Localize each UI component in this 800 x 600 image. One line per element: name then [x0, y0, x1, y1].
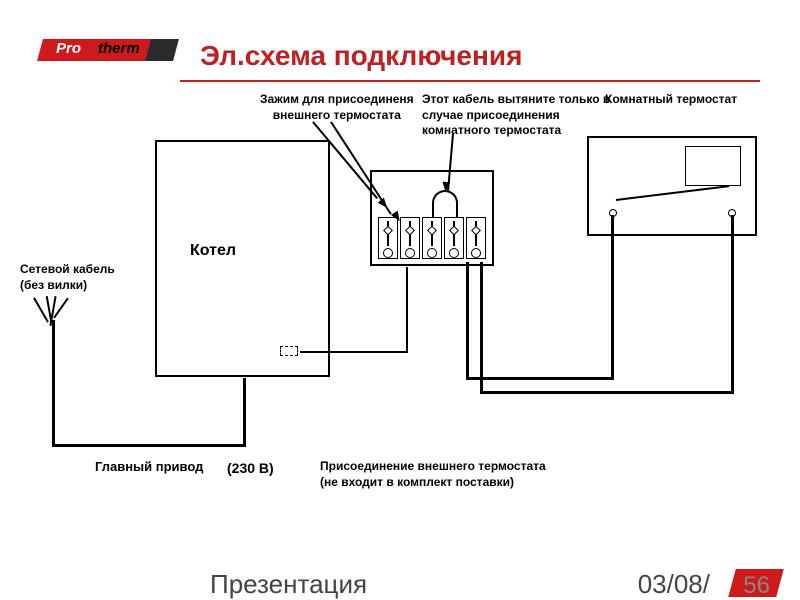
label-clamp: Зажим для присоединенявнешнего термостат…: [260, 92, 414, 123]
terminal-5: [466, 217, 486, 259]
page-title: Эл.схема подключения: [200, 40, 522, 72]
label-main-drive: Главный привод: [95, 459, 203, 476]
logo-dark-shape: [145, 39, 179, 61]
terminal-strip: [378, 217, 486, 259]
logo-text-pro: Pro: [56, 40, 81, 57]
wire-ext2-v2: [731, 215, 734, 394]
wire-ext-h1: [466, 377, 613, 380]
wire-ext-v2: [611, 215, 614, 380]
terminal-2: [400, 217, 420, 259]
boiler-box: [155, 140, 330, 377]
wire-ext-v1: [466, 262, 469, 379]
label-external-connect: Присоединение внешнего термостата(не вхо…: [320, 459, 546, 490]
label-cable-remove: Этот кабель вытяните только вслучае прис…: [422, 92, 610, 139]
label-room-thermostat: Комнатный термостат: [605, 92, 737, 108]
wire-mains-h1: [52, 444, 246, 447]
label-mains-cable: Сетевой кабель(без вилки): [20, 262, 115, 293]
wire-boiler-term-v: [406, 267, 408, 352]
terminal-1: [378, 217, 398, 259]
wire-boiler-term-h: [300, 351, 408, 353]
wire-ext2-h1: [480, 391, 733, 394]
arrowhead-3: [442, 182, 451, 193]
thermostat-display: [685, 146, 741, 186]
wire-mains-v1: [52, 320, 55, 446]
wire-mains-v2: [243, 378, 246, 447]
jumper-loop: [432, 190, 458, 218]
footer-date: 03/08/: [638, 569, 710, 600]
terminal-4: [444, 217, 464, 259]
footer-page-number: 56: [743, 572, 770, 600]
footer-presentation: Презентация: [210, 569, 367, 600]
wire-ext2-v1: [480, 262, 483, 393]
terminal-3: [422, 217, 442, 259]
arrow-2: [330, 122, 391, 215]
logo-text-therm: therm: [98, 40, 140, 57]
label-voltage: (230 В): [227, 459, 274, 477]
logo: Pro therm: [40, 25, 180, 63]
boiler-port: [280, 346, 298, 356]
wiring-diagram: Зажим для присоединенявнешнего термостат…: [0, 82, 800, 542]
